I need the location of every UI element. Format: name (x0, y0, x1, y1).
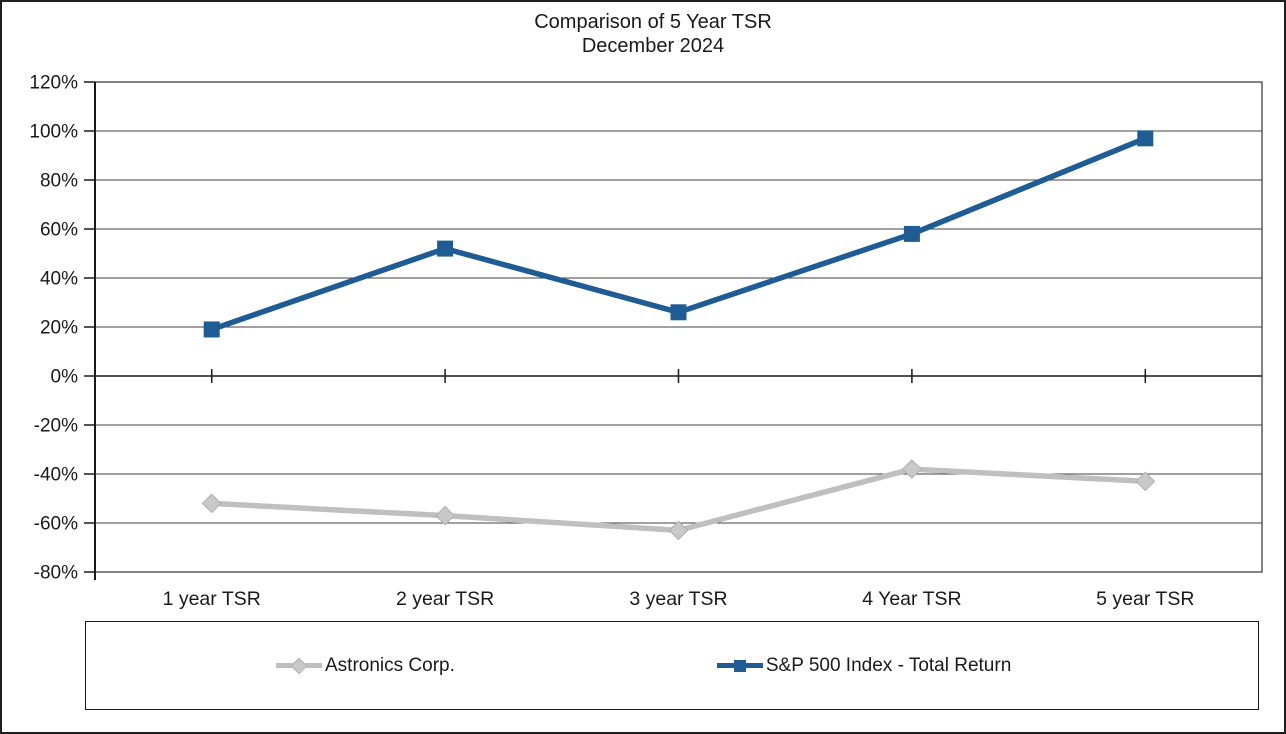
data-point-marker (1135, 471, 1156, 492)
data-point-marker (203, 321, 220, 338)
legend-entry-sp500: S&P 500 Index - Total Return (716, 654, 1012, 677)
data-point-marker (437, 240, 454, 257)
y-tick-label: 60% (40, 220, 78, 241)
data-point-marker (201, 493, 222, 514)
data-point-marker (903, 225, 920, 242)
astronics-swatch (276, 657, 322, 675)
x-category-label: 5 year TSR (1096, 588, 1194, 610)
x-category-label: 4 Year TSR (862, 588, 961, 610)
data-point-marker (902, 459, 922, 479)
y-tick-label: 0% (51, 367, 79, 388)
y-tick-label: -20% (34, 416, 78, 437)
sp500-swatch (716, 657, 763, 675)
y-tick-label: -60% (34, 514, 78, 535)
chart-title: Comparison of 5 Year TSR (534, 11, 772, 33)
legend-label-astronics: Astronics Corp. (325, 654, 455, 676)
y-tick-label: -40% (34, 465, 78, 486)
y-tick-label: 100% (29, 122, 78, 143)
x-category-label: 1 year TSR (163, 588, 261, 610)
data-point-marker (668, 520, 689, 541)
x-category-label: 3 year TSR (629, 588, 727, 610)
data-point-marker (1137, 130, 1154, 147)
y-tick-label: 80% (40, 171, 78, 192)
diamond-marker-icon (290, 657, 308, 674)
legend-label-sp500: S&P 500 Index - Total Return (765, 654, 1012, 676)
y-tick-label: -80% (34, 563, 78, 584)
y-tick-label: 20% (40, 318, 78, 339)
data-point-marker (435, 505, 455, 526)
square-marker-icon (733, 659, 746, 672)
y-tick-label: 120% (29, 73, 78, 94)
chart-title-block: Comparison of 5 Year TSR December 2024 (22, 10, 1284, 58)
y-tick-label: 40% (40, 269, 78, 290)
data-point-marker (670, 304, 687, 321)
chart-subtitle: December 2024 (581, 35, 725, 57)
legend-entry-astronics: Astronics Corp. (276, 655, 455, 677)
legend: Astronics Corp. S&P 500 Index - Total Re… (85, 621, 1259, 710)
x-category-label: 2 year TSR (396, 588, 494, 610)
series-line-1 (210, 135, 1147, 333)
